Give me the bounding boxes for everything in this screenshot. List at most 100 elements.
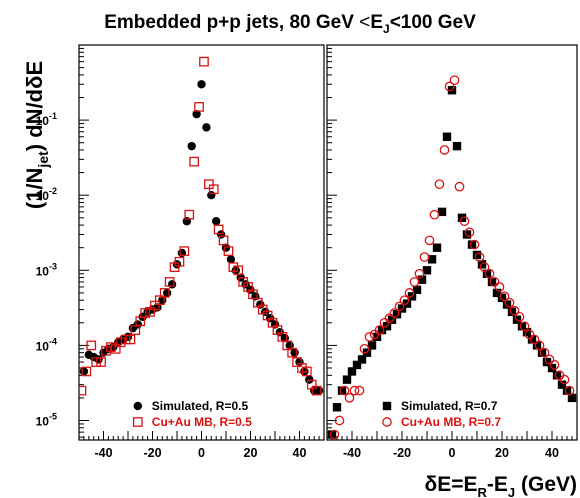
xlabel-post: (GeV) <box>515 473 577 496</box>
x-tick-label: 40 <box>545 446 559 460</box>
data-point <box>213 224 224 235</box>
data-point <box>389 308 400 318</box>
data-point <box>442 132 452 141</box>
data-point <box>414 268 425 279</box>
data-point <box>133 320 142 329</box>
y-tick-exp: -3 <box>49 261 57 271</box>
data-point <box>199 56 209 67</box>
data-point <box>444 81 455 92</box>
data-point <box>203 179 214 190</box>
y-tick-label: 10-3 <box>36 261 57 278</box>
legend-marker <box>382 417 392 427</box>
data-point <box>419 252 430 262</box>
data-point <box>79 385 87 396</box>
y-tick-base: 10 <box>36 189 50 203</box>
data-point <box>223 246 234 256</box>
data-point <box>248 289 258 300</box>
y-tick-base: 10 <box>36 264 50 278</box>
data-point <box>140 308 150 318</box>
data-point <box>504 297 515 308</box>
data-point <box>359 343 370 354</box>
y-tick-label: 10-2 <box>36 186 57 203</box>
data-point <box>394 301 405 312</box>
data-point <box>106 342 116 352</box>
data-point <box>228 262 239 273</box>
data-point <box>115 337 126 348</box>
legend-marker <box>132 417 143 427</box>
data-point <box>208 184 219 195</box>
data-point <box>342 375 352 384</box>
data-point <box>434 179 445 190</box>
legend-label: Simulated, R=0.7 <box>401 399 498 413</box>
data-point <box>557 380 567 389</box>
data-point <box>412 285 422 294</box>
data-point <box>527 335 537 344</box>
data-point <box>311 385 322 396</box>
data-point <box>399 295 410 306</box>
x-tick-label: -20 <box>393 446 411 460</box>
data-point <box>422 266 432 275</box>
y-tick-label: 10-1 <box>36 111 57 128</box>
data-point <box>367 341 377 350</box>
data-point <box>462 230 472 239</box>
legend-label: Cu+Au MB, R=0.7 <box>401 415 501 429</box>
data-point <box>474 252 485 262</box>
data-point <box>194 102 204 112</box>
data-point <box>218 235 229 246</box>
data-point <box>339 385 350 396</box>
data-point <box>499 291 510 302</box>
data-point <box>427 255 437 264</box>
data-point <box>537 348 547 357</box>
data-point <box>150 300 160 311</box>
data-point <box>197 80 206 89</box>
data-point <box>352 360 362 370</box>
data-point <box>449 75 460 86</box>
data-point <box>154 295 165 306</box>
data-point <box>372 332 382 342</box>
data-point <box>179 246 190 256</box>
data-point <box>287 347 298 358</box>
title-e: E <box>370 12 383 33</box>
y-tick-label: 10-5 <box>36 412 57 429</box>
data-point <box>91 357 101 367</box>
data-point <box>564 385 575 396</box>
data-point <box>424 235 435 246</box>
x-tick-label: 20 <box>244 446 258 460</box>
data-point <box>96 357 106 367</box>
data-point <box>492 288 502 298</box>
data-point <box>439 145 450 155</box>
data-point <box>524 329 535 340</box>
data-point <box>404 288 415 298</box>
data-point <box>349 385 360 396</box>
data-point <box>354 385 365 396</box>
y-tick-base: 10 <box>36 339 50 353</box>
data-point <box>464 227 475 238</box>
data-point <box>559 374 570 385</box>
title-tail: <100 GeV <box>390 12 476 33</box>
x-tick-label: -40 <box>343 446 361 460</box>
legend-label: Cu+Au MB, R=0.5 <box>152 415 252 429</box>
data-point <box>172 260 182 269</box>
data-point <box>94 355 103 364</box>
data-point <box>300 367 309 376</box>
data-point <box>130 325 141 335</box>
data-point <box>189 156 199 167</box>
data-point <box>334 415 345 426</box>
data-point <box>377 325 387 335</box>
data-point <box>459 216 470 227</box>
data-point <box>110 343 121 354</box>
data-point <box>305 375 314 384</box>
data-point <box>306 379 317 390</box>
data-point <box>212 217 221 226</box>
data-point <box>277 331 288 342</box>
data-point <box>509 305 520 316</box>
data-point <box>332 403 342 412</box>
data-point <box>397 304 407 313</box>
data-point <box>159 288 170 298</box>
title-e-sub: J <box>383 22 390 36</box>
ylabel-post: ) dN/dδE <box>22 61 47 151</box>
data-point <box>86 340 97 351</box>
y-tick-exp: -2 <box>49 186 57 196</box>
data-point <box>549 360 560 370</box>
